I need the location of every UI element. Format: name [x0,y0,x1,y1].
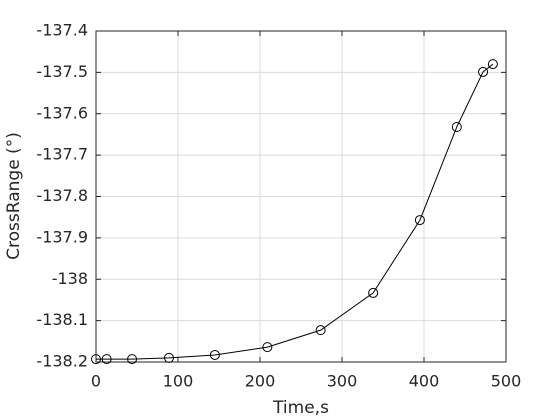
data-point [209,349,220,360]
x-tick-label: 200 [245,372,276,391]
plot-frame [95,30,507,363]
data-point [414,215,425,226]
y-tick-label: -137.7 [36,145,88,164]
y-axis-label: CrossRange (°) [4,132,24,260]
x-tick-label: 100 [163,372,194,391]
data-point [163,352,174,363]
x-tick-label: 0 [91,372,101,391]
data-point [127,354,138,365]
data-point [451,121,462,132]
data-point [91,354,101,365]
data-point [315,325,326,336]
x-tick-label: 500 [491,372,522,391]
y-tick-label: -137.6 [36,103,88,122]
x-tick-label: 400 [409,372,440,391]
x-axis-label: Time,s [272,398,329,418]
y-tick-label: -137.9 [36,227,88,246]
y-tick-label: -138.1 [36,310,88,329]
data-point [262,342,273,353]
data-point [101,354,112,365]
y-tick-label: -137.5 [36,62,88,81]
y-tick-label: -138 [52,269,88,288]
y-tick-label: -137.8 [36,186,88,205]
data-point [478,66,489,77]
y-tick-label: -137.4 [36,21,88,40]
data-point [487,59,498,70]
y-tick-label: -138.2 [36,352,88,371]
data-point [368,287,379,298]
x-tick-label: 300 [327,372,358,391]
